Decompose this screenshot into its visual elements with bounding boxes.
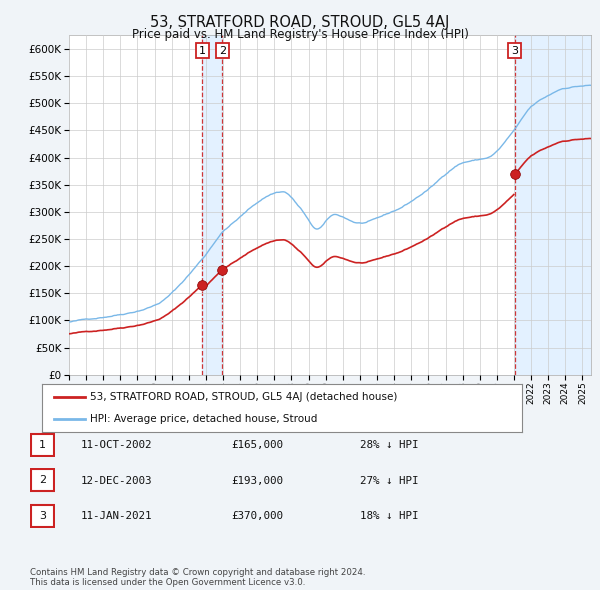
Bar: [202, 35, 223, 375]
Text: 3: 3: [511, 45, 518, 55]
Bar: [515, 35, 591, 375]
Text: 27% ↓ HPI: 27% ↓ HPI: [360, 476, 419, 486]
FancyBboxPatch shape: [31, 504, 54, 527]
Text: 53, STRATFORD ROAD, STROUD, GL5 4AJ (detached house): 53, STRATFORD ROAD, STROUD, GL5 4AJ (det…: [90, 392, 397, 402]
FancyBboxPatch shape: [31, 469, 54, 491]
Text: 2: 2: [39, 476, 46, 485]
Text: 11-OCT-2002: 11-OCT-2002: [81, 441, 152, 450]
Text: HPI: Average price, detached house, Stroud: HPI: Average price, detached house, Stro…: [90, 414, 317, 424]
Text: Contains HM Land Registry data © Crown copyright and database right 2024.
This d: Contains HM Land Registry data © Crown c…: [30, 568, 365, 587]
Text: £370,000: £370,000: [231, 512, 283, 521]
Text: 2: 2: [219, 45, 226, 55]
Text: 18% ↓ HPI: 18% ↓ HPI: [360, 512, 419, 521]
Text: 11-JAN-2021: 11-JAN-2021: [81, 512, 152, 521]
Text: 12-DEC-2003: 12-DEC-2003: [81, 476, 152, 486]
FancyBboxPatch shape: [31, 434, 54, 456]
Text: £193,000: £193,000: [231, 476, 283, 486]
Text: 1: 1: [199, 45, 206, 55]
Text: Price paid vs. HM Land Registry's House Price Index (HPI): Price paid vs. HM Land Registry's House …: [131, 28, 469, 41]
Text: 3: 3: [39, 511, 46, 520]
Text: £165,000: £165,000: [231, 441, 283, 450]
Text: 1: 1: [39, 440, 46, 450]
Text: 53, STRATFORD ROAD, STROUD, GL5 4AJ: 53, STRATFORD ROAD, STROUD, GL5 4AJ: [151, 15, 449, 30]
Text: 28% ↓ HPI: 28% ↓ HPI: [360, 441, 419, 450]
